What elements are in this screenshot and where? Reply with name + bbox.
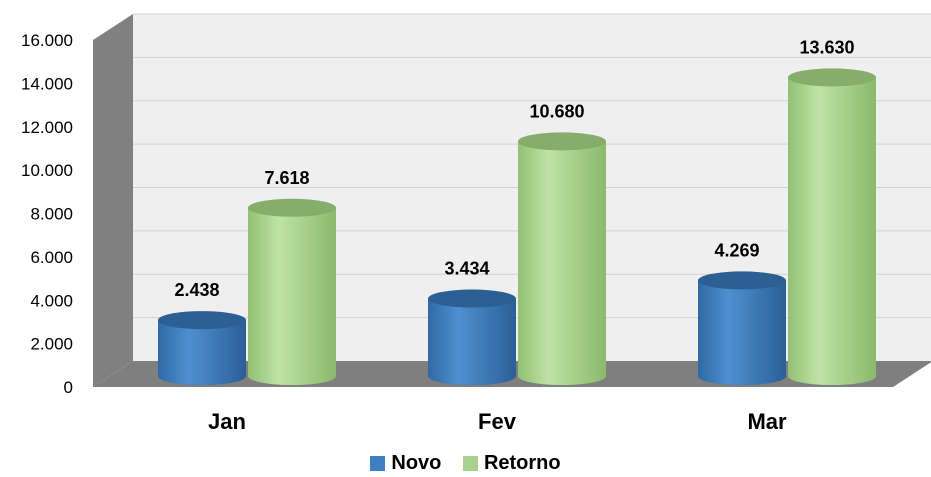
bar-body: [518, 141, 606, 376]
bar-bottom-cap: [248, 367, 336, 385]
bar-top-cap: [518, 132, 606, 151]
bars: 2.438 7.618 3.434 10.680 4.269 13.630: [158, 37, 876, 385]
bar-body: [248, 207, 336, 376]
y-tick-label: 0: [64, 378, 73, 397]
y-tick-label: 6.000: [30, 248, 73, 267]
data-labels: 2.438 7.618 3.434 10.680 4.269 13.630: [174, 37, 854, 300]
y-tick-label: 10.000: [21, 161, 73, 180]
x-category-label: Mar: [747, 409, 787, 434]
y-tick-label: 4.000: [30, 291, 73, 310]
bar-bottom-cap: [158, 367, 246, 385]
legend-item-retorno: Retorno: [462, 452, 561, 475]
bar-retorno-jan: [248, 198, 336, 385]
side-wall: [93, 14, 133, 387]
bar-bottom-cap: [428, 367, 516, 385]
y-tick-label: 12.000: [21, 118, 73, 137]
data-label: 13.630: [799, 37, 854, 57]
data-label: 3.434: [444, 259, 489, 279]
y-tick-label: 16.000: [21, 31, 73, 50]
bar-bottom-cap: [518, 367, 606, 385]
y-axis-ticks: 0 2.000 4.000 6.000 8.000 10.000 12.000 14.000 1…: [21, 31, 73, 397]
legend: Novo Retorno: [0, 452, 931, 477]
x-category-label: Jan: [208, 409, 246, 434]
bar-bottom-cap: [788, 367, 876, 385]
bar-bottom-cap: [698, 367, 786, 385]
data-label: 10.680: [529, 101, 584, 121]
bar-top-cap: [248, 198, 336, 217]
y-tick-label: 8.000: [30, 205, 73, 224]
bar-top-cap: [698, 271, 786, 290]
data-label: 4.269: [714, 240, 759, 260]
bar-body: [428, 298, 516, 376]
legend-swatch-novo: [370, 456, 386, 471]
legend-label-retorno: Retorno: [483, 452, 561, 474]
bar-retorno-fev: [518, 132, 606, 385]
bar-body: [788, 77, 876, 376]
bar-novo-jan: [158, 311, 246, 385]
data-label: 7.618: [264, 168, 309, 188]
bar-body: [698, 280, 786, 376]
data-label: 2.438: [174, 280, 219, 300]
y-tick-label: 2.000: [30, 335, 73, 354]
legend-label-novo: Novo: [391, 452, 442, 474]
bar-top-cap: [788, 68, 876, 87]
bar-retorno-mar: [788, 68, 876, 385]
bar-body: [158, 320, 246, 376]
y-tick-label: 14.000: [21, 74, 73, 93]
legend-item-novo: Novo: [370, 452, 441, 475]
x-category-label: Fev: [478, 409, 517, 434]
x-axis-categories: Jan Fev Mar: [208, 409, 787, 434]
bar-novo-fev: [428, 289, 516, 385]
legend-swatch-retorno: [462, 456, 478, 471]
bar-top-cap: [428, 289, 516, 308]
bar-novo-mar: [698, 271, 786, 385]
bar-top-cap: [158, 311, 246, 330]
